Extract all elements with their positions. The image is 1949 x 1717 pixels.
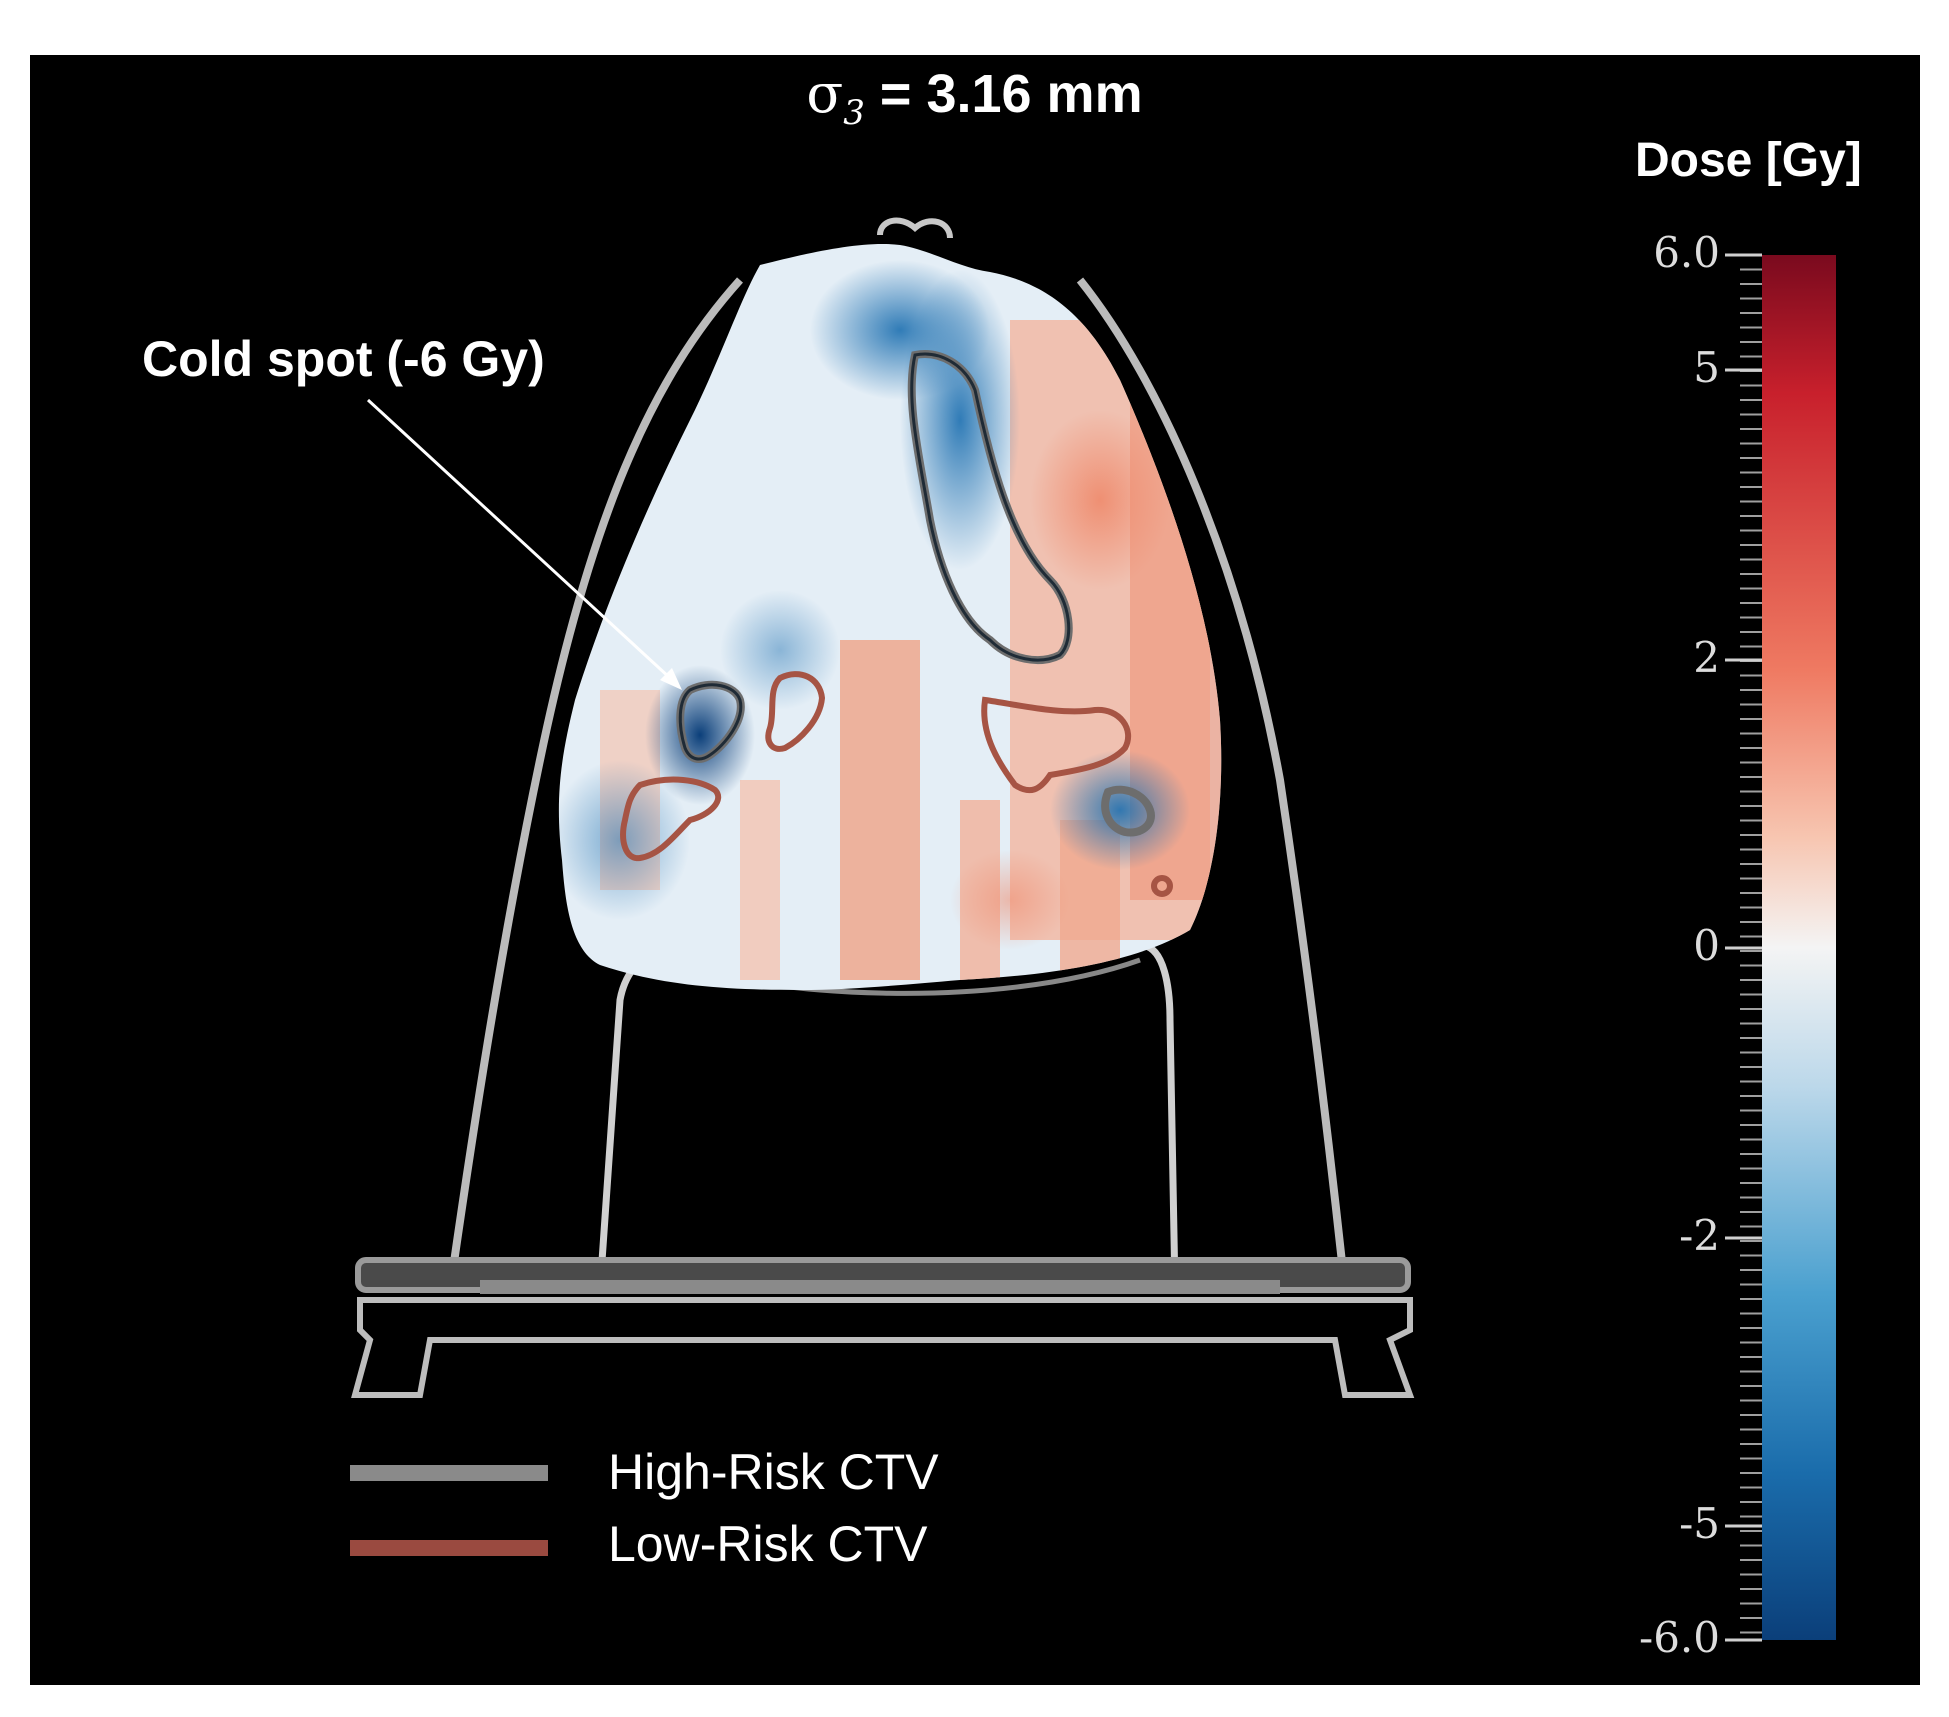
dose-map xyxy=(558,244,1222,991)
colorbar-tick-label: 5 xyxy=(1693,343,1720,392)
colorbar-tick-label: 2 xyxy=(1693,633,1720,682)
ct-couch xyxy=(351,1257,1415,1398)
legend-swatches xyxy=(350,1465,548,1556)
low-risk-ctv-contours xyxy=(620,671,1173,897)
legend-label-high-risk: High-Risk CTV xyxy=(608,1444,939,1500)
legend-label-low-risk: Low-Risk CTV xyxy=(608,1516,928,1572)
legend-swatch-high-risk xyxy=(350,1465,548,1481)
high-risk-ctv-contours-inner xyxy=(678,352,1071,761)
title-symbol: σ xyxy=(806,62,844,125)
colorbar xyxy=(1725,253,1836,1642)
colorbar-title: Dose [Gy] xyxy=(1635,134,1862,187)
colorbar-tick-label: -6.0 xyxy=(1639,1613,1720,1662)
colorbar-minor-ticks xyxy=(1740,254,1762,1634)
title-text: = 3.16 mm xyxy=(864,64,1143,124)
title-subscript: 3 xyxy=(843,92,865,133)
chart-title: σ3 = 3.16 mm xyxy=(0,62,1949,133)
callout-arrow xyxy=(366,398,682,690)
colorbar-tick-label: 6.0 xyxy=(1653,228,1720,277)
cold-spot-annotation: Cold spot (-6 Gy) xyxy=(142,331,545,387)
legend-swatch-low-risk xyxy=(350,1540,548,1556)
colorbar-tick-label: 0 xyxy=(1693,921,1720,970)
colorbar-tick-label: -2 xyxy=(1679,1211,1720,1260)
colorbar-tick-label: -5 xyxy=(1679,1499,1720,1548)
colorbar-major-ticks xyxy=(1725,253,1762,1642)
